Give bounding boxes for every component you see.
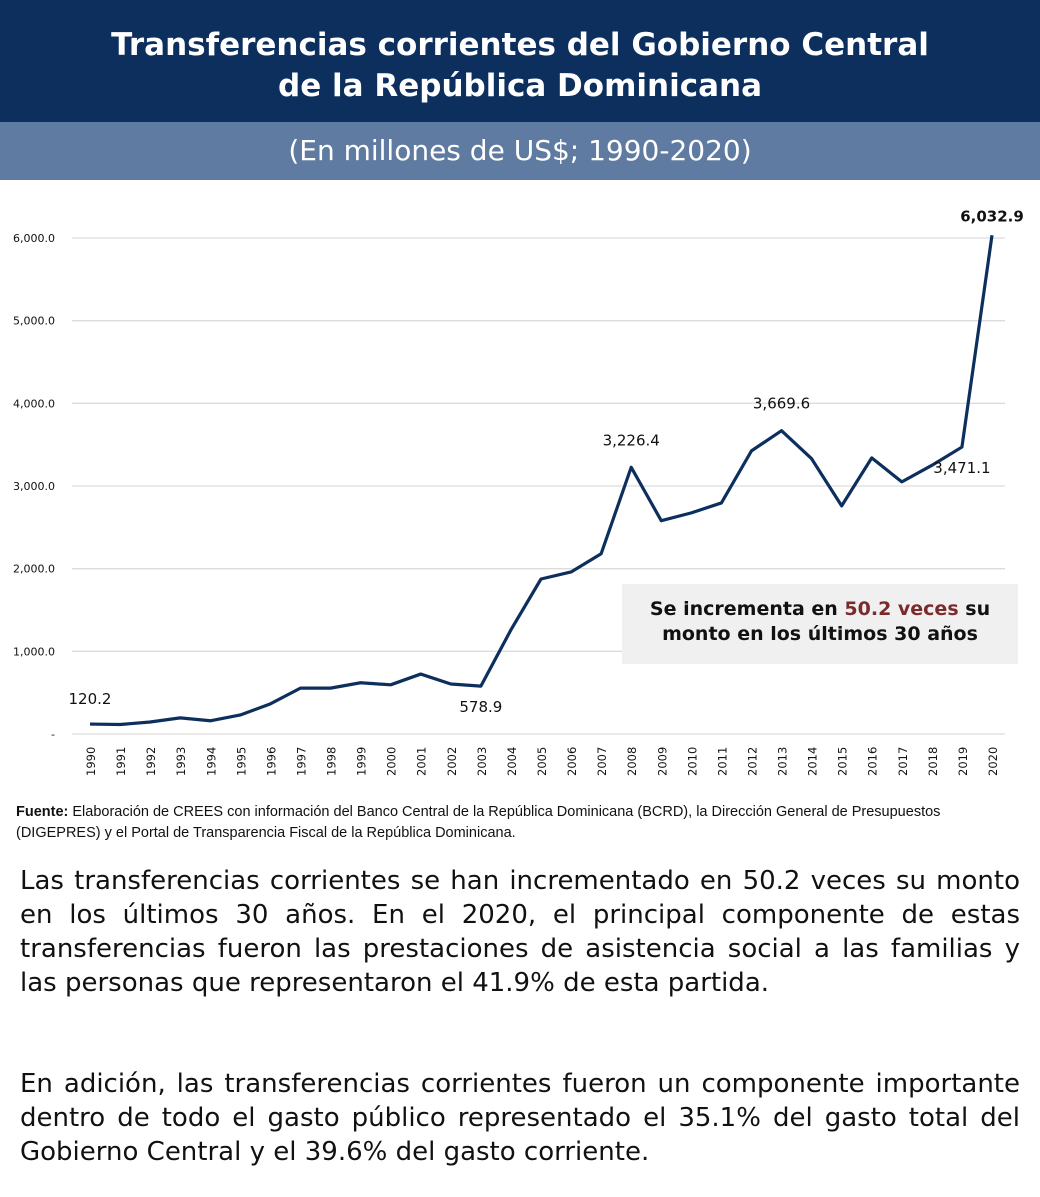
- x-tick-label: 2007: [595, 747, 609, 776]
- data-label: 120.2: [69, 690, 112, 708]
- x-tick-label: 2016: [866, 747, 880, 776]
- x-tick-label: 1995: [234, 747, 248, 776]
- callout-pre: Se incrementa en: [649, 598, 845, 620]
- x-tick-label: 2014: [806, 747, 820, 776]
- x-tick-label: 2017: [896, 747, 910, 776]
- x-tick-label: 2009: [655, 747, 669, 776]
- x-tick-label: 2002: [445, 747, 459, 776]
- x-tick-label: 2012: [745, 747, 759, 776]
- title-line-2: de la República Dominicana: [278, 68, 762, 104]
- x-tick-label: 2008: [625, 747, 639, 776]
- x-tick-label: 1997: [294, 747, 308, 776]
- x-tick-label: 1999: [355, 747, 369, 776]
- callout-post: su monto en los últimos 30 años: [662, 598, 991, 645]
- chart-header: Transferencias corrientes del Gobierno C…: [0, 0, 1040, 122]
- paragraph-2: En adición, las transferencias corriente…: [20, 1069, 1020, 1167]
- x-tick-label: 2018: [926, 747, 940, 776]
- source-note: Fuente: Elaboración de CREES con informa…: [16, 802, 1026, 844]
- x-tick-label: 2006: [565, 747, 579, 776]
- title-line-1: Transferencias corrientes del Gobierno C…: [111, 27, 929, 63]
- x-tick-label: 1992: [144, 747, 158, 776]
- x-tick-label: 2019: [956, 747, 970, 776]
- x-tick-label: 1998: [325, 747, 339, 776]
- paragraph-1: Las transferencias corrientes se han inc…: [20, 866, 1020, 998]
- x-tick-label: 2004: [505, 747, 519, 776]
- y-tick-label: 5,000.0: [13, 315, 55, 328]
- y-tick-label: 3,000.0: [13, 480, 55, 493]
- x-tick-label: 2013: [776, 747, 790, 776]
- data-label: 6,032.9: [960, 207, 1024, 225]
- x-tick-label: 1993: [174, 747, 188, 776]
- chart-subtitle: (En millones de US$; 1990-2020): [0, 122, 1040, 180]
- line-chart: - 1,000.0 2,000.0 3,000.0 4,000.0 5,000.0 6,00…: [13, 207, 1024, 776]
- x-tick-label: 1991: [114, 747, 128, 776]
- callout-highlight: 50.2 veces: [844, 598, 959, 620]
- x-tick-label: 2010: [685, 747, 699, 776]
- x-tick-label: 2003: [475, 747, 489, 776]
- data-label: 3,226.4: [603, 431, 660, 449]
- y-tick-label: 1,000.0: [13, 645, 55, 658]
- x-tick-label: 2020: [986, 747, 1000, 776]
- data-label: 578.9: [459, 698, 502, 716]
- source-label: Fuente:: [16, 804, 69, 820]
- x-tick-label: 1996: [264, 747, 278, 776]
- y-tick-label: 4,000.0: [13, 397, 55, 410]
- y-tick-label: -: [51, 728, 55, 741]
- x-tick-label: 1990: [84, 747, 98, 776]
- x-tick-label: 2015: [836, 747, 850, 776]
- x-tick-label: 2001: [415, 747, 429, 776]
- source-text: Elaboración de CREES con información del…: [16, 804, 941, 841]
- x-tick-label: 2005: [535, 747, 549, 776]
- callout-box: Se incrementa en 50.2 veces su monto en …: [622, 584, 1018, 664]
- x-tick-label: 1994: [204, 747, 218, 776]
- x-tick-label: 2011: [715, 747, 729, 776]
- y-tick-label: 2,000.0: [13, 563, 55, 576]
- x-tick-label: 2000: [385, 747, 399, 776]
- data-label: 3,669.6: [753, 395, 810, 413]
- y-tick-label: 6,000.0: [13, 232, 55, 245]
- data-label: 3,471.1: [933, 459, 990, 477]
